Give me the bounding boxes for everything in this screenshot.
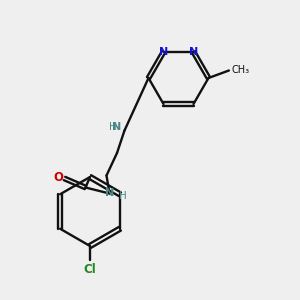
Text: Cl: Cl [84,263,96,276]
Text: O: O [53,171,63,184]
Text: H: H [118,191,126,201]
Text: N: N [159,47,168,57]
Text: N: N [112,122,122,133]
Text: N: N [189,47,198,57]
Text: N: N [105,188,114,199]
Text: H: H [109,122,117,133]
Text: CH₃: CH₃ [232,65,250,75]
